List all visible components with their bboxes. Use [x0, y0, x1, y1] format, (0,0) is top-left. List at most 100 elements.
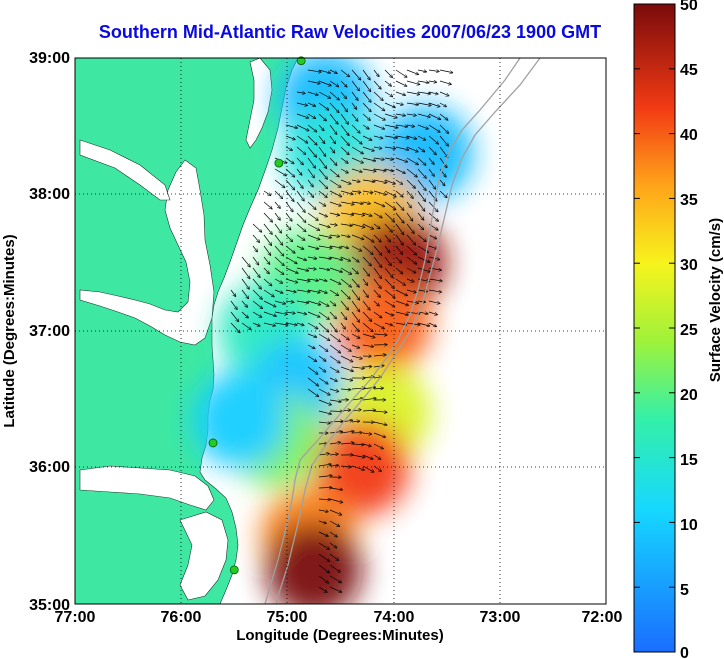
colorbar-tick-label: 5 [680, 582, 689, 599]
chart-title: Southern Mid-Atlantic Raw Velocities 200… [98, 22, 602, 42]
velocity-vector [406, 300, 418, 303]
velocity-vector [362, 443, 371, 446]
velocity-vector [417, 157, 426, 165]
velocity-vector [296, 190, 304, 201]
velocity-vector [329, 564, 340, 572]
velocity-vector [351, 124, 360, 133]
velocity-vector [373, 355, 386, 356]
velocity-vector [329, 488, 342, 490]
velocity-vector [318, 124, 324, 130]
velocity-vector [384, 179, 395, 184]
velocity-vector [296, 135, 308, 143]
velocity-vector [417, 168, 426, 178]
velocity-vector [417, 91, 430, 94]
velocity-vector [318, 69, 330, 73]
velocity-vector [351, 267, 358, 274]
colorbar-tick-label: 50 [680, 0, 698, 14]
velocity-vector [406, 190, 413, 198]
velocity-vector [406, 212, 413, 221]
velocity-vector [307, 311, 320, 317]
velocity-vector [296, 223, 306, 231]
velocity-vector [417, 146, 425, 152]
velocity-vector [285, 289, 296, 292]
velocity-vector [318, 157, 327, 168]
velocity-vector [307, 201, 316, 209]
velocity-vector [373, 334, 387, 335]
velocity-vector [351, 135, 362, 144]
velocity-vector [351, 168, 362, 172]
velocity-vector [373, 256, 382, 267]
velocity-vector [384, 245, 390, 253]
velocity-vector [362, 300, 370, 310]
velocity-vector [285, 312, 295, 313]
velocity-vector [395, 135, 409, 138]
velocity-vector [340, 124, 349, 135]
velocity-vector [340, 113, 348, 124]
velocity-vector [395, 245, 402, 254]
velocity-vector [406, 125, 414, 127]
y-axis-label: Latitude (Degrees:Minutes) [1, 234, 18, 427]
velocity-vector [384, 223, 392, 232]
velocity-vector [428, 168, 434, 176]
velocity-vector [307, 300, 320, 305]
velocity-vector [417, 201, 425, 211]
velocity-vector [351, 234, 364, 239]
velocity-vector [340, 333, 349, 340]
velocity-vector [318, 333, 330, 340]
velocity-vector [351, 465, 364, 470]
velocity-vector [285, 301, 294, 302]
colorbar [633, 3, 676, 653]
velocity-vector [307, 344, 315, 349]
velocity-vector [307, 80, 320, 84]
velocity-vector [318, 410, 331, 414]
velocity-vector [252, 289, 262, 299]
velocity-vector [329, 267, 342, 272]
velocity-vector [428, 267, 441, 270]
velocity-vector [417, 135, 426, 140]
velocity-vector [351, 102, 357, 109]
velocity-vector [406, 135, 417, 139]
velocity-vector [329, 531, 337, 537]
velocity-vector [318, 475, 332, 477]
velocity-vector [329, 201, 341, 206]
velocity-vector [307, 223, 319, 230]
velocity-vector [340, 179, 351, 184]
velocity-vector [329, 586, 341, 592]
colorbar-tick-label: 15 [680, 452, 698, 469]
velocity-vector [439, 135, 448, 146]
velocity-vector [406, 91, 419, 94]
velocity-vector [329, 311, 336, 319]
velocity-vector [329, 421, 343, 422]
velocity-vector [241, 311, 248, 318]
velocity-vector [395, 311, 408, 315]
velocity-vector [373, 102, 384, 111]
velocity-vector [362, 345, 373, 347]
velocity-cell [265, 521, 362, 604]
velocity-vector [340, 190, 353, 194]
velocity-vector [318, 399, 331, 405]
x-tick-label: 75:00 [267, 609, 308, 626]
velocity-vector [384, 113, 397, 118]
velocity-vector [362, 322, 373, 332]
velocity-vector [406, 201, 411, 208]
velocity-vector [329, 520, 339, 526]
velocity-vector [340, 146, 349, 154]
velocity-vector [417, 223, 423, 230]
velocity-vector [351, 146, 363, 154]
colorbar-tick-label: 0 [680, 645, 689, 659]
velocity-vector [307, 102, 315, 106]
velocity-vector [351, 256, 359, 262]
velocity-vector [439, 168, 446, 177]
velocity-vector [384, 80, 391, 86]
velocity-vector [351, 398, 363, 400]
velocity-vector [318, 377, 328, 384]
colorbar-tick-label: 20 [680, 387, 698, 404]
velocity-vector [296, 289, 310, 292]
velocity-vector [439, 69, 453, 73]
velocity-vector [296, 234, 305, 240]
velocity-vector [395, 267, 403, 274]
velocity-vector [362, 267, 369, 276]
velocity-vector [406, 80, 420, 84]
velocity-vector [329, 300, 336, 306]
colorbar-tick-label: 25 [680, 322, 698, 339]
